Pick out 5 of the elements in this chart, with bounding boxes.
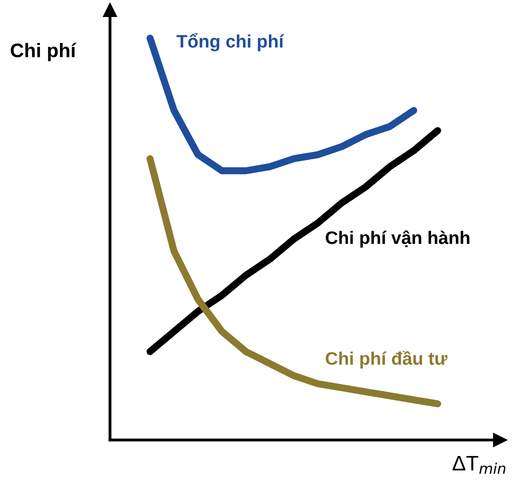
- series-label: Chi phí vận hành: [326, 230, 470, 248]
- y-axis-title: Chi phí: [10, 42, 76, 62]
- series-label: Tổng chi phí: [176, 32, 284, 52]
- x-axis-title: ΔT$_{min}$: [452, 456, 506, 474]
- series-label: Chi phí đầu tư: [326, 350, 448, 368]
